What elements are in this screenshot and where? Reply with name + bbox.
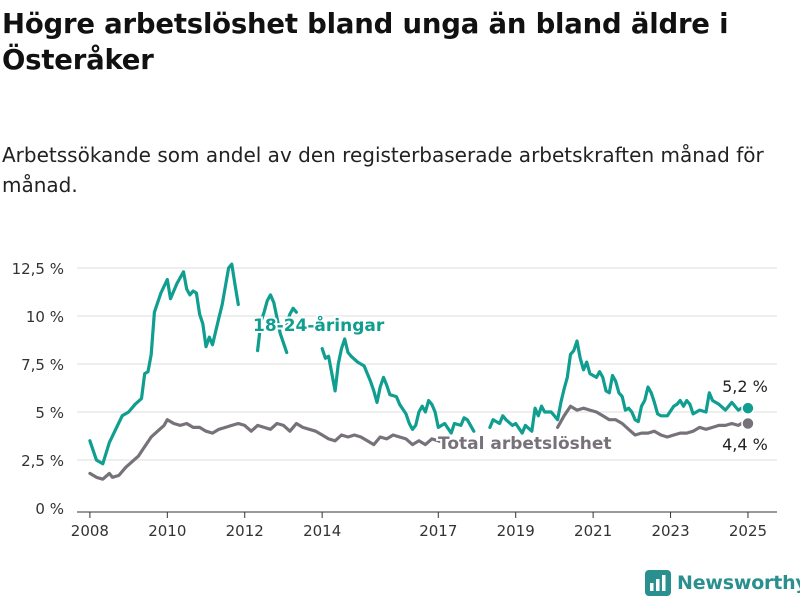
brand-name: Newsworthy bbox=[677, 572, 800, 594]
y-tick-label: 12,5 % bbox=[12, 260, 64, 278]
series-total-line bbox=[556, 404, 750, 439]
youth-end-label: 5,2 % bbox=[722, 377, 768, 396]
series-youth-line bbox=[256, 293, 289, 355]
series-total-line bbox=[88, 418, 473, 481]
brand-logo: Newsworthy bbox=[645, 570, 800, 596]
series-youth-line bbox=[320, 337, 476, 435]
series-youth-line bbox=[285, 306, 298, 326]
y-tick-label: 5 % bbox=[35, 404, 64, 422]
series-youth-end-point bbox=[741, 401, 755, 415]
x-tick-label: 2012 bbox=[226, 522, 264, 540]
x-tick-label: 2019 bbox=[497, 522, 535, 540]
x-tick-label: 2025 bbox=[729, 522, 767, 540]
series-label-youth: 18-24-åringar bbox=[253, 314, 385, 336]
series-total-end-point bbox=[741, 416, 755, 431]
chart-title: Högre arbetslöshet bland unga än bland ä… bbox=[2, 8, 729, 76]
series-youth-line bbox=[488, 339, 750, 435]
chart-subtitle: Arbetssökande som andel av den registerb… bbox=[2, 143, 764, 197]
y-tick-label: 10 % bbox=[26, 308, 64, 326]
x-tick-label: 2017 bbox=[419, 522, 457, 540]
x-tick-label: 2010 bbox=[148, 522, 186, 540]
series-youth-line bbox=[88, 262, 240, 466]
x-tick-label: 2014 bbox=[303, 522, 341, 540]
x-tick-label: 2021 bbox=[574, 522, 612, 540]
series-label-total: Total arbetslöshet bbox=[438, 434, 612, 454]
bar-chart-logo-icon bbox=[645, 570, 671, 596]
y-tick-label: 2,5 % bbox=[21, 452, 64, 470]
x-tick-label: 2008 bbox=[71, 522, 109, 540]
y-tick-label: 7,5 % bbox=[21, 356, 64, 374]
total-end-label: 4,4 % bbox=[722, 435, 768, 454]
y-tick-label: 0 % bbox=[35, 500, 64, 518]
x-tick-label: 2023 bbox=[651, 522, 689, 540]
